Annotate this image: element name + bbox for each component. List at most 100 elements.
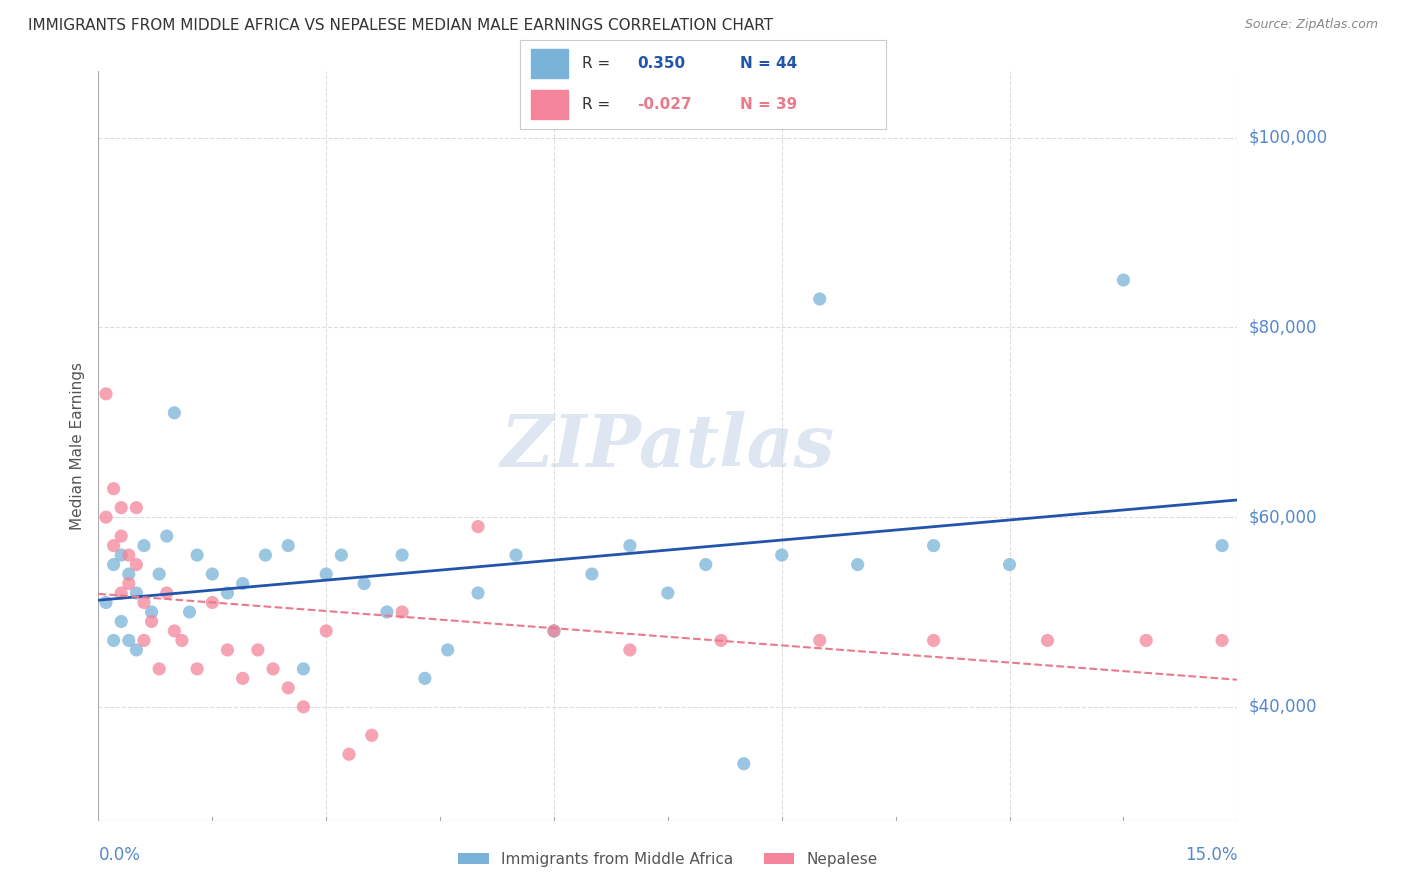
Point (1135, 633, 1157, 648)
Bar (531, 49, 568, 78)
Point (170, 633, 193, 648)
Point (110, 615, 132, 629)
Y-axis label: Median Male Earnings: Median Male Earnings (69, 362, 84, 530)
Point (254, 548, 277, 562)
Point (1211, 633, 1233, 648)
Point (277, 681, 299, 695)
Point (315, 567, 337, 582)
Point (1036, 633, 1059, 648)
Point (186, 548, 208, 562)
Point (375, 605, 398, 619)
Text: $40,000: $40,000 (1249, 698, 1317, 715)
Point (201, 567, 224, 582)
Point (125, 558, 148, 572)
Point (110, 529, 132, 543)
Text: $60,000: $60,000 (1249, 508, 1317, 526)
Point (179, 605, 201, 619)
Point (201, 595, 224, 609)
Point (695, 558, 717, 572)
Point (391, 548, 413, 562)
Point (733, 756, 755, 771)
Point (808, 633, 831, 648)
Text: N = 39: N = 39 (740, 97, 797, 112)
Point (413, 672, 436, 686)
Point (292, 699, 315, 714)
Point (141, 605, 163, 619)
Point (619, 643, 641, 657)
Text: $100,000: $100,000 (1249, 128, 1327, 147)
Text: IMMIGRANTS FROM MIDDLE AFRICA VS NEPALESE MEDIAN MALE EARNINGS CORRELATION CHART: IMMIGRANTS FROM MIDDLE AFRICA VS NEPALES… (28, 18, 773, 33)
Point (808, 292, 831, 306)
Point (710, 633, 733, 648)
Point (337, 747, 360, 762)
Text: 15.0%: 15.0% (1185, 846, 1237, 863)
Point (103, 539, 125, 553)
Point (1211, 539, 1233, 553)
Point (156, 586, 179, 600)
Text: $80,000: $80,000 (1249, 318, 1317, 336)
Point (125, 643, 148, 657)
Text: ZIPatlas: ZIPatlas (501, 410, 835, 482)
Point (262, 662, 284, 676)
Point (118, 567, 141, 582)
Point (132, 595, 155, 609)
Point (94, 510, 117, 524)
Point (436, 643, 458, 657)
Point (657, 586, 679, 600)
Point (619, 539, 641, 553)
Point (148, 567, 170, 582)
Point (292, 662, 315, 676)
Point (391, 605, 413, 619)
Point (922, 539, 945, 553)
Point (217, 643, 239, 657)
Point (232, 672, 254, 686)
Point (353, 576, 375, 591)
Point (246, 643, 269, 657)
Point (998, 558, 1021, 572)
Point (505, 548, 527, 562)
Point (360, 728, 382, 742)
Point (330, 548, 353, 562)
Text: R =: R = (582, 56, 616, 70)
Point (110, 548, 132, 562)
Point (118, 633, 141, 648)
Point (1112, 273, 1135, 287)
Point (110, 500, 132, 515)
Point (141, 615, 163, 629)
Point (277, 539, 299, 553)
Point (581, 567, 603, 582)
Point (148, 662, 170, 676)
Point (156, 529, 179, 543)
Text: Source: ZipAtlas.com: Source: ZipAtlas.com (1244, 18, 1378, 31)
Point (186, 662, 208, 676)
Text: -0.027: -0.027 (637, 97, 692, 112)
Point (232, 576, 254, 591)
Text: N = 44: N = 44 (740, 56, 797, 70)
Point (315, 624, 337, 638)
Text: 0.0%: 0.0% (98, 846, 141, 863)
Point (103, 558, 125, 572)
Point (103, 633, 125, 648)
Point (103, 482, 125, 496)
Point (543, 624, 565, 638)
Point (467, 586, 489, 600)
Point (94, 387, 117, 401)
Bar (531, 90, 568, 119)
Point (922, 633, 945, 648)
Text: R =: R = (582, 97, 616, 112)
Point (163, 406, 186, 420)
Point (163, 624, 186, 638)
Point (132, 539, 155, 553)
Point (118, 548, 141, 562)
Point (846, 558, 869, 572)
Point (110, 586, 132, 600)
Point (467, 519, 489, 533)
Point (217, 586, 239, 600)
Point (125, 500, 148, 515)
Point (118, 576, 141, 591)
Point (770, 548, 793, 562)
Point (132, 633, 155, 648)
Point (94, 595, 117, 609)
Point (543, 624, 565, 638)
Point (125, 586, 148, 600)
